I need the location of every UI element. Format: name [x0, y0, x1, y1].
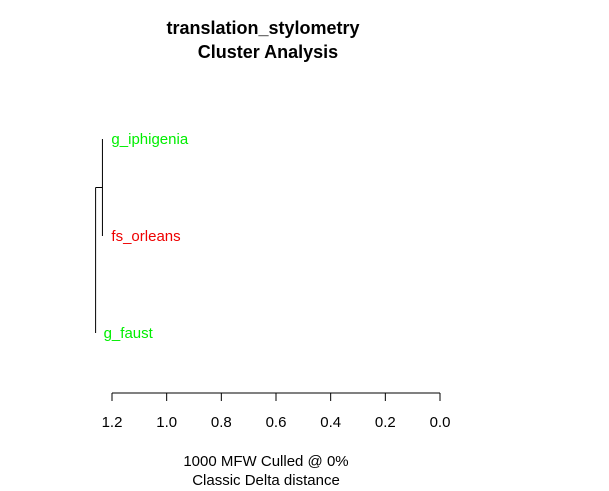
x-tick-label-0.2: 0.2 — [375, 414, 396, 431]
x-tick-label-1.0: 1.0 — [156, 414, 177, 431]
dendrogram-tree: g_iphigenia fs_orleans g_faust — [95, 131, 189, 342]
leaf-label-g_faust: g_faust — [104, 325, 154, 342]
x-tick-label-1.2: 1.2 — [102, 414, 123, 431]
x-tick-label-0.4: 0.4 — [320, 414, 341, 431]
x-tick-label-0.0: 0.0 — [430, 414, 451, 431]
x-axis: 1.2 1.0 0.8 0.6 0.4 0.2 0.0 — [102, 392, 451, 431]
leaf-label-g_iphigenia: g_iphigenia — [111, 131, 188, 148]
chart-subtitle: Cluster Analysis — [198, 42, 338, 62]
x-tick-label-0.8: 0.8 — [211, 414, 232, 431]
x-axis-label-line1: 1000 MFW Culled @ 0% — [183, 453, 348, 470]
x-axis-label-line2: Classic Delta distance — [192, 472, 340, 489]
chart-title: translation_stylometry — [166, 18, 359, 38]
leaf-label-fs_orleans: fs_orleans — [111, 228, 180, 245]
x-tick-label-0.6: 0.6 — [266, 414, 287, 431]
